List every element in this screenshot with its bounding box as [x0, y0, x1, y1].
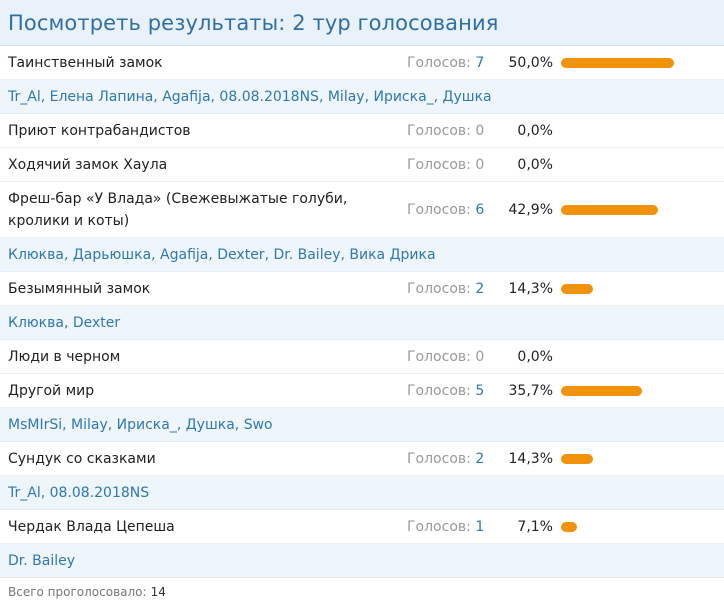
poll-option-row: Приют контрабандистов Голосов: 0 0,0% — [0, 114, 724, 148]
vote-percent: 35,7% — [508, 382, 553, 399]
votes-number: 0 — [475, 156, 485, 173]
vote-percent: 0,0% — [517, 156, 553, 173]
votes-label: Голосов: — [407, 280, 471, 297]
vote-bar-track — [561, 385, 724, 396]
vote-bar-track — [561, 453, 724, 464]
vote-percent: 50,0% — [508, 54, 553, 71]
option-label: Фреш-бар «У Влада» (Свежевыжатые голуби,… — [8, 190, 348, 229]
poll-option-row: Ходячий замок Хаула Голосов: 0 0,0% — [0, 148, 724, 182]
poll-option-row: Люди в черном Голосов: 0 0,0% — [0, 340, 724, 374]
vote-bar-track — [561, 57, 724, 68]
vote-percent: 0,0% — [517, 348, 553, 365]
vote-percent: 42,9% — [508, 201, 553, 218]
vote-count: Голосов: 7 — [385, 55, 505, 71]
option-label: Безымянный замок — [8, 280, 151, 297]
vote-bar-track — [561, 283, 724, 294]
votes-label: Голосов: — [407, 348, 471, 365]
votes-number[interactable]: 2 — [475, 450, 485, 467]
poll-footer: Всего проголосовало: 14 — [0, 577, 724, 605]
poll-option-row: Сундук со сказками Голосов: 2 14,3% — [0, 442, 724, 476]
voters-list[interactable]: MsMIrSi, Milay, Ириска_, Душка, Swo — [0, 408, 724, 442]
option-label: Приют контрабандистов — [8, 122, 191, 139]
voters-list[interactable]: Tr_Al, Елена Лапина, Agafija, 08.08.2018… — [0, 80, 724, 114]
votes-number[interactable]: 2 — [475, 280, 485, 297]
poll-options: Таинственный замок Голосов: 7 50,0% Tr_Al, … — [0, 46, 724, 578]
poll-header: Посмотреть результаты: 2 тур голосования — [0, 0, 724, 46]
voters-list[interactable]: Клюква, Дарьюшка, Agafija, Dexter, Dr. B… — [0, 238, 724, 272]
vote-count: Голосов: 0 — [385, 123, 505, 139]
vote-percent: 7,1% — [517, 518, 553, 535]
votes-number[interactable]: 1 — [475, 518, 485, 535]
vote-count: Голосов: 1 — [385, 519, 505, 535]
voters-list[interactable]: Tr_Al, 08.08.2018NS — [0, 476, 724, 510]
votes-label: Голосов: — [407, 122, 471, 139]
votes-number[interactable]: 6 — [475, 201, 485, 218]
votes-number[interactable]: 7 — [475, 54, 485, 71]
vote-bar — [561, 204, 658, 215]
poll-option-row: Другой мир Голосов: 5 35,7% — [0, 374, 724, 408]
poll-title: Посмотреть результаты: 2 тур голосования — [8, 10, 499, 35]
vote-bar — [561, 57, 674, 68]
option-label: Таинственный замок — [8, 54, 163, 71]
votes-number: 0 — [475, 122, 485, 139]
total-voted-label: Всего проголосовало: — [8, 584, 147, 599]
option-label: Люди в черном — [8, 348, 121, 365]
votes-label: Голосов: — [407, 382, 471, 399]
vote-percent: 14,3% — [508, 280, 553, 297]
vote-percent: 0,0% — [517, 122, 553, 139]
votes-label: Голосов: — [407, 518, 471, 535]
poll-option-row: Безымянный замок Голосов: 2 14,3% — [0, 272, 724, 306]
vote-bar-track — [561, 204, 724, 215]
vote-count: Голосов: 5 — [385, 383, 505, 399]
votes-label: Голосов: — [407, 201, 471, 218]
vote-percent: 14,3% — [508, 450, 553, 467]
vote-bar — [561, 521, 577, 532]
option-label: Сундук со сказками — [8, 450, 156, 467]
vote-bar-track — [561, 521, 724, 532]
vote-bar — [561, 385, 642, 396]
votes-label: Голосов: — [407, 450, 471, 467]
option-label: Чердак Влада Цепеша — [8, 518, 175, 535]
vote-count: Голосов: 0 — [385, 157, 505, 173]
votes-label: Голосов: — [407, 156, 471, 173]
vote-count: Голосов: 0 — [385, 349, 505, 365]
votes-number[interactable]: 5 — [475, 382, 485, 399]
voters-list[interactable]: Dr. Bailey — [0, 544, 724, 578]
poll-option-row: Фреш-бар «У Влада» (Свежевыжатые голуби,… — [0, 182, 724, 238]
voters-list[interactable]: Клюква, Dexter — [0, 306, 724, 340]
option-label: Другой мир — [8, 382, 95, 399]
vote-count: Голосов: 2 — [385, 281, 505, 297]
votes-label: Голосов: — [407, 54, 471, 71]
option-label: Ходячий замок Хаула — [8, 156, 168, 173]
vote-count: Голосов: 6 — [385, 202, 505, 218]
vote-bar — [561, 453, 593, 464]
vote-count: Голосов: 2 — [385, 451, 505, 467]
poll-option-row: Таинственный замок Голосов: 7 50,0% — [0, 46, 724, 80]
total-voted-count: 14 — [150, 584, 166, 599]
poll-option-row: Чердак Влада Цепеша Голосов: 1 7,1% — [0, 510, 724, 544]
vote-bar — [561, 283, 593, 294]
votes-number: 0 — [475, 348, 485, 365]
